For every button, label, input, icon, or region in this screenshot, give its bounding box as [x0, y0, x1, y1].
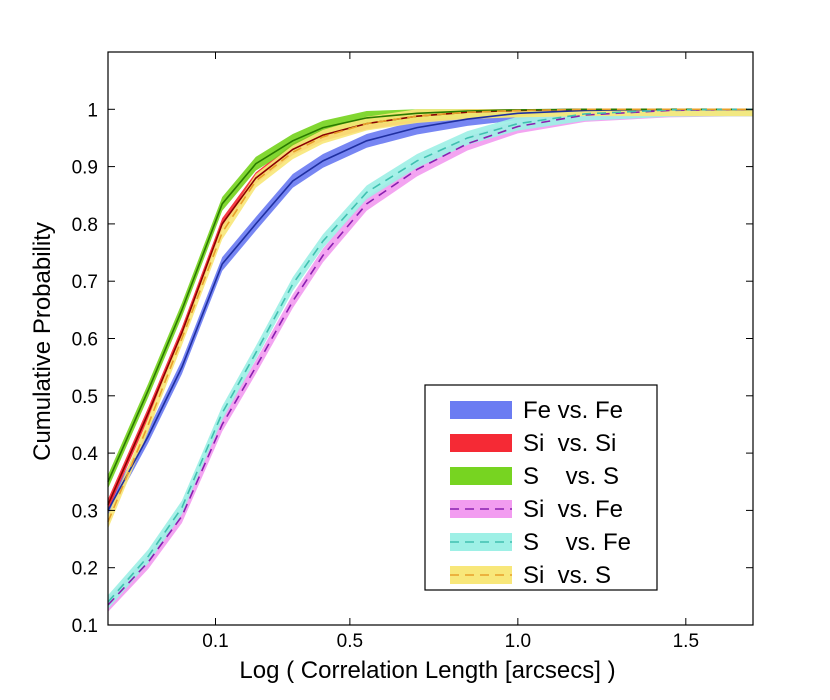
series-bands	[108, 109, 753, 612]
y-tick-label: 0.4	[72, 444, 99, 465]
y-tick-label: 0.8	[72, 215, 98, 236]
x-axis-title: Log ( Correlation Length [arcsecs] )	[239, 657, 615, 684]
y-tick-label: 0.5	[72, 387, 98, 408]
legend-box	[424, 384, 658, 591]
y-tick-label: 0.7	[72, 272, 98, 293]
y-tick-label: 0.9	[72, 158, 98, 179]
series-line-s-vs-fe	[107, 108, 754, 603]
legend-label-si-vs-si: Si vs. Si	[523, 430, 616, 457]
legend-swatch-si-vs-si	[450, 434, 512, 452]
x-tick-label: 0.1	[202, 631, 228, 652]
series-line-fe-vs-fe	[107, 108, 753, 511]
y-tick-label: 0.6	[72, 330, 98, 351]
legend-label-s-vs-fe: S vs. Fe	[523, 529, 631, 556]
series-line-si-vs-s	[107, 108, 753, 523]
series-band-fe-vs-fe	[108, 109, 753, 518]
series-lines	[107, 108, 754, 606]
legend-swatch-fe-vs-fe	[450, 401, 512, 419]
x-tick-label: 0.5	[337, 631, 363, 652]
y-tick-label: 0.3	[72, 501, 98, 522]
x-tick-label: 1.5	[673, 631, 699, 652]
y-tick-label: 0.2	[72, 559, 98, 580]
legend: Fe vs. Fe Si vs. Si S vs. S Si vs. Fe S vs. …	[424, 384, 658, 591]
legend-label-si-vs-s: Si vs. S	[523, 562, 611, 589]
legend-label-si-vs-fe: Si vs. Fe	[523, 496, 623, 523]
series-line-si-vs-fe	[107, 108, 754, 606]
legend-items: Fe vs. Fe Si vs. Si S vs. S Si vs. Fe S vs. …	[450, 397, 631, 589]
y-axis-title: Cumulative Probability	[29, 222, 56, 461]
x-tick-label: 1.0	[505, 631, 531, 652]
axis-ticks: 0.1 0.5 1.0 1.5 0.1 0.2 0.3 0.4 0.5 0.6 0.7 0.8 0.9 1	[72, 52, 753, 652]
y-tick-label: 1	[87, 100, 98, 121]
legend-label-s-vs-s: S vs. S	[523, 463, 619, 490]
legend-label-fe-vs-fe: Fe vs. Fe	[523, 397, 623, 424]
y-tick-label: 0.1	[72, 616, 98, 637]
legend-swatch-s-vs-s	[450, 467, 512, 485]
